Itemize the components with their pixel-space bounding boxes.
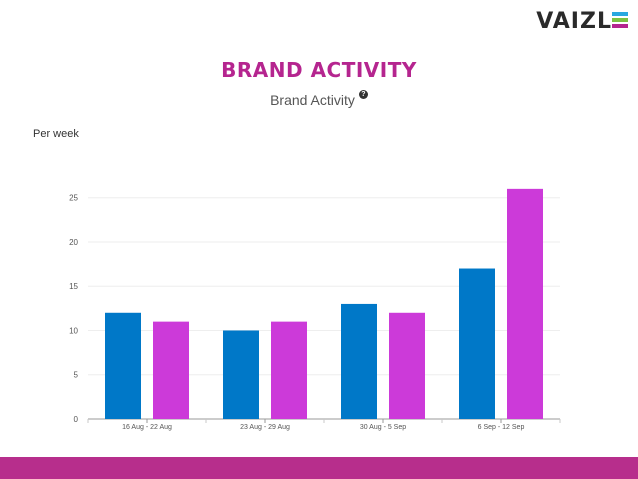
bar[interactable] [105,312,141,419]
x-tick-label: 30 Aug - 5 Sep [360,424,406,431]
bar[interactable] [389,312,425,419]
slide-title: BRAND ACTIVITY [221,58,417,82]
logo-e: E [611,9,628,34]
y-tick-label: 15 [69,282,78,291]
bar[interactable] [153,321,189,419]
footer-bar [0,457,638,479]
help-icon[interactable]: ? [358,90,368,99]
x-tick-label: 6 Sep - 12 Sep [478,424,525,431]
y-tick-label: 5 [74,371,79,380]
y-axis-label: Per week [33,128,79,140]
y-tick-label: 0 [74,415,79,424]
bar[interactable] [341,303,377,419]
y-tick-label: 10 [69,326,78,335]
chart-title: Brand Activity? [0,90,638,108]
bar[interactable] [507,188,543,419]
bars [105,188,543,419]
axes: 0 5 10 15 20 25 16 Aug - 22 Aug 23 Aug - 29 Aug… [69,194,561,431]
y-tick-label: 25 [69,194,78,203]
bar[interactable] [459,268,495,419]
logo-text: VAIZL [536,9,612,34]
chart-title-text: Brand Activity [270,92,355,108]
x-tick-label: 23 Aug - 29 Aug [240,424,290,431]
bar[interactable] [271,321,307,419]
y-tick-label: 20 [69,238,78,247]
vaizle-logo: VAIZLE [536,9,628,34]
x-tick-label: 16 Aug - 22 Aug [122,424,172,431]
bar[interactable] [223,330,259,419]
